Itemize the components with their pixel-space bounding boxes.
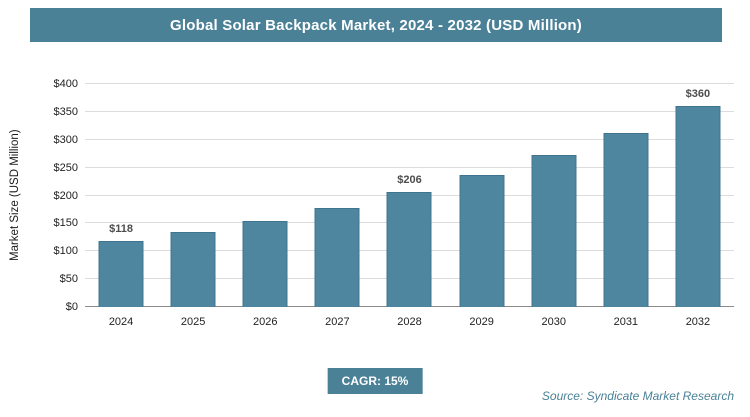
bar-2024 bbox=[98, 241, 144, 307]
bar-slot: 2027 bbox=[301, 84, 373, 328]
y-tick-label: $50 bbox=[59, 273, 78, 286]
bar-2026 bbox=[242, 220, 288, 307]
bar-value-label: $118 bbox=[109, 223, 133, 236]
x-tick-label: 2028 bbox=[397, 316, 422, 328]
x-tick-label: 2029 bbox=[469, 316, 494, 328]
y-tick-label: $0 bbox=[65, 301, 78, 313]
cagr-badge: CAGR: 15% bbox=[327, 368, 423, 394]
x-tick-label: 2026 bbox=[253, 316, 278, 328]
source-text: Source: Syndicate Market Research bbox=[541, 389, 734, 403]
bar-2028 bbox=[386, 192, 432, 307]
x-tick-label: 2025 bbox=[180, 316, 206, 328]
plot-area: $0 $50 $100 $150 $200 $250 $300 $350 $400 $118 202… bbox=[54, 78, 734, 328]
y-tick-label: $100 bbox=[53, 245, 78, 258]
bar-2030 bbox=[531, 155, 577, 307]
bar-slot: $118 2024 bbox=[85, 84, 157, 328]
x-tick-label: 2030 bbox=[541, 316, 566, 328]
x-tick-label: 2032 bbox=[685, 316, 711, 328]
x-tick-label: 2024 bbox=[108, 316, 134, 328]
bar-slot: 2029 bbox=[446, 84, 518, 328]
gridline bbox=[85, 166, 734, 168]
y-tick-label: $200 bbox=[53, 189, 78, 202]
y-tick-label: $150 bbox=[53, 217, 78, 230]
bar-slot: 2025 bbox=[157, 84, 229, 328]
bar-2031 bbox=[603, 132, 649, 307]
bar-2029 bbox=[459, 174, 505, 307]
y-tick-label: $250 bbox=[53, 161, 78, 174]
x-tick-label: 2031 bbox=[613, 316, 639, 328]
bar-slot: $206 2028 bbox=[373, 84, 445, 328]
bar-slot: 2026 bbox=[229, 84, 301, 328]
bar-value-label: $360 bbox=[685, 88, 711, 101]
y-tick-label: $300 bbox=[53, 133, 78, 146]
bar-value-label: $206 bbox=[397, 174, 422, 187]
x-tick-label: 2027 bbox=[325, 316, 350, 328]
gridline bbox=[85, 110, 734, 112]
gridline bbox=[85, 138, 734, 140]
chart-title: Global Solar Backpack Market, 2024 - 203… bbox=[170, 16, 582, 34]
y-tick-label: $400 bbox=[53, 78, 78, 90]
bar-slot: 2031 bbox=[590, 84, 662, 328]
chart-title-bar: Global Solar Backpack Market, 2024 - 203… bbox=[30, 8, 722, 42]
y-tick-label: $350 bbox=[53, 105, 78, 118]
bar-2025 bbox=[170, 231, 216, 307]
bar-slot: $360 2032 bbox=[662, 84, 734, 328]
y-axis-title: Market Size (USD Million) bbox=[9, 129, 21, 262]
bar-2032 bbox=[675, 106, 721, 307]
bar-2027 bbox=[314, 207, 360, 307]
bar-slot: 2030 bbox=[518, 84, 590, 328]
gridline bbox=[85, 83, 734, 84]
